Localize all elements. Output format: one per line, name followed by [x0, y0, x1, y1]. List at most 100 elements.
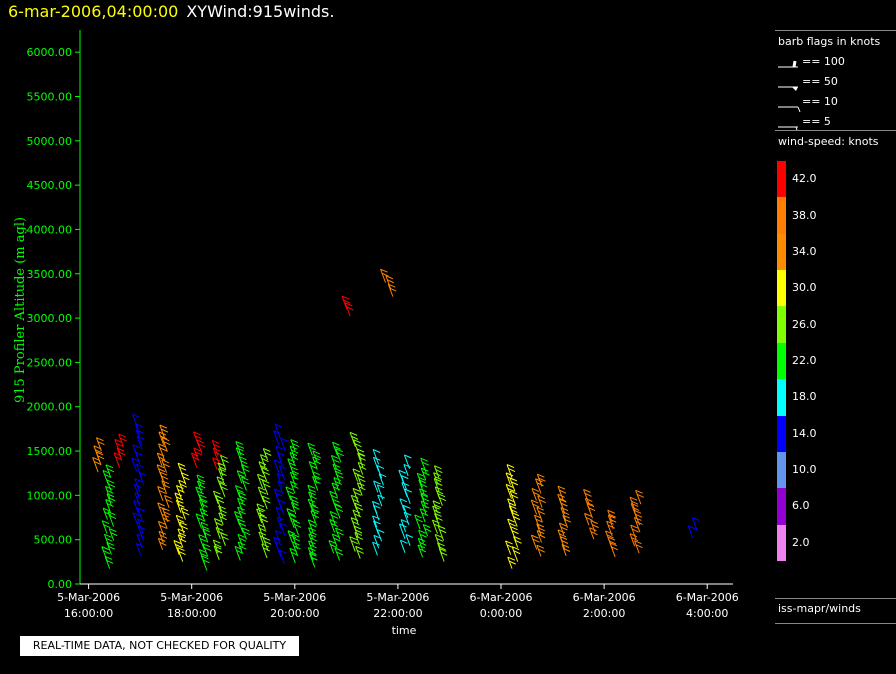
speed-color-label: 22.0 — [792, 354, 817, 367]
x-tick-label: 0:00:00 — [480, 607, 522, 620]
wind-barb-staff — [289, 548, 296, 564]
wind-barb-staff — [312, 450, 318, 463]
wind-barb-flag — [585, 516, 593, 521]
wind-barb-flag — [533, 491, 541, 496]
wind-barb-flag — [179, 521, 187, 526]
wind-barb-flag — [309, 523, 317, 528]
wind-barb-staff — [261, 543, 268, 559]
wind-barb-staff — [536, 523, 542, 536]
wind-barb-staff — [505, 472, 511, 485]
wind-profile — [530, 473, 546, 557]
wind-barb-flag — [359, 466, 367, 470]
wind-profile — [307, 442, 322, 568]
wind-barb-flag — [177, 503, 185, 508]
wind-barb-flag — [505, 472, 514, 477]
wind-barb-flag — [356, 448, 365, 453]
wind-barb-flag — [241, 476, 249, 481]
wind-barb-staff — [289, 495, 295, 508]
wind-barb-staff — [404, 488, 411, 504]
wind-barb-flag — [204, 547, 212, 552]
wind-barb-flag — [198, 478, 206, 483]
wind-barb-flag — [508, 468, 516, 472]
wind-barb-flag — [309, 544, 317, 549]
wind-barb-flag — [562, 511, 570, 516]
wind-barb-flag — [179, 466, 187, 471]
wind-barb-staff — [308, 491, 314, 505]
x-tick-label: 6-Mar-2006 — [573, 591, 636, 604]
wind-barb-flag — [588, 507, 596, 512]
wind-barb-flag — [274, 541, 283, 546]
wind-barb-flag — [285, 486, 294, 491]
wind-barb-flag — [107, 468, 115, 473]
wind-barb-staff — [687, 525, 694, 538]
wind-barb-staff — [177, 528, 183, 541]
wind-barb-staff — [158, 431, 165, 445]
wind-barb-flag — [422, 504, 430, 509]
wind-barb-flag — [378, 473, 387, 478]
wind-barb-flag — [235, 485, 243, 490]
wind-barb-flag — [401, 482, 410, 487]
wind-barb-staff — [438, 548, 445, 562]
wind-barb-staff — [177, 547, 184, 562]
wind-barb-flag — [292, 505, 300, 510]
wind-barb-flag — [220, 486, 228, 491]
wind-barb-flag — [313, 480, 321, 484]
wind-barb-staff — [307, 499, 314, 512]
wind-barb-flag — [310, 465, 318, 470]
wind-barb-staff — [131, 457, 137, 472]
wind-barb-staff — [356, 482, 363, 496]
wind-barb-flag — [329, 490, 337, 495]
wind-barb-staff — [536, 530, 543, 543]
wind-barb-staff — [175, 515, 181, 527]
wind-barb-flag — [377, 494, 385, 499]
wind-barb-flag — [308, 519, 316, 524]
wind-barb-flag — [212, 440, 220, 444]
wind-barb-flag — [403, 463, 412, 468]
wind-barb-staff — [95, 451, 102, 466]
wind-barb-staff — [420, 500, 427, 516]
title-datetime: 6-mar-2006,04:00:00 — [8, 2, 179, 21]
wind-barb-staff — [218, 512, 224, 525]
wind-barb-flag — [537, 495, 545, 500]
wind-barb-flag — [262, 471, 270, 476]
wind-barb-staff — [331, 482, 338, 498]
wind-barb-flag — [560, 526, 568, 531]
y-tick-label: 2500.00 — [27, 356, 73, 369]
wind-barb-flag — [505, 483, 514, 488]
wind-barb-staff — [586, 503, 593, 519]
wind-barb-flag — [289, 547, 298, 552]
wind-barb-flag — [354, 502, 362, 507]
wind-barb-staff — [198, 499, 206, 515]
wind-barb-staff — [157, 502, 163, 515]
wind-barb-flag — [511, 481, 519, 486]
wind-barb-flag — [106, 560, 114, 564]
wind-barb-flag — [292, 541, 300, 546]
y-tick-label: 1500.00 — [27, 445, 73, 458]
wind-barb-staff — [101, 520, 108, 534]
wind-barb-flag — [163, 517, 170, 522]
wind-barb-flag — [218, 512, 226, 517]
wind-barb-flag — [199, 494, 207, 499]
wind-barb-flag — [532, 538, 540, 543]
wind-barb-flag — [219, 509, 227, 514]
wind-barb-staff — [238, 456, 245, 470]
speed-color-label: 34.0 — [792, 244, 817, 258]
wind-barb-flag — [420, 500, 429, 505]
wind-barb-flag — [335, 470, 343, 475]
wind-barb-staff — [289, 445, 295, 459]
wind-barb-staff — [102, 507, 108, 520]
wind-barb-flag — [607, 509, 615, 514]
wind-barb-flag — [158, 490, 166, 494]
wind-barb-flag — [258, 523, 266, 528]
wind-barb-staff — [352, 468, 359, 482]
wind-barb-flag — [273, 459, 282, 464]
wind-barb-flag — [198, 443, 206, 448]
wind-barb-flag — [264, 540, 272, 545]
wind-barb-staff — [377, 494, 383, 507]
wind-barb-flag — [221, 536, 229, 541]
wind-barb-flag — [288, 512, 296, 517]
wind-barb-staff — [262, 537, 269, 552]
wind-barb-flag — [104, 473, 112, 478]
wind-barb-staff — [279, 522, 286, 536]
wind-barb-flag — [505, 540, 513, 545]
